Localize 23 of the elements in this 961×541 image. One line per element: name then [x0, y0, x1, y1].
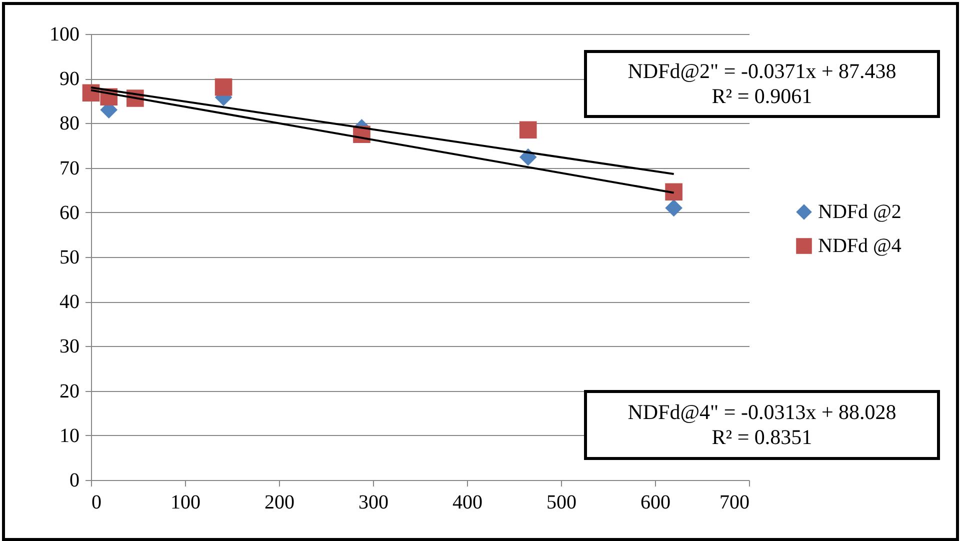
y-tick-label: 30: [60, 336, 80, 358]
y-tick-label: 70: [60, 157, 80, 180]
x-tick-label: 200: [264, 492, 294, 514]
y-tick-label: 40: [60, 291, 80, 314]
legend-label: NDFd @4: [818, 235, 902, 257]
y-tick-label: 50: [60, 246, 80, 268]
x-tick-label: 700: [720, 492, 750, 514]
x-tick-label: 300: [358, 492, 388, 514]
x-tick-label: 0: [92, 492, 102, 514]
legend-label: NDFd @2: [818, 201, 902, 223]
equation-box: NDFd@4" = -0.0313x + 88.028 R² = 0.8351: [584, 390, 940, 460]
x-tick-label: 400: [452, 492, 482, 514]
y-tick-label: 10: [60, 424, 80, 447]
y-tick-label: 60: [60, 202, 80, 224]
y-tick-label: 0: [70, 470, 80, 492]
x-tick-label: 500: [546, 492, 576, 514]
x-tick-label: 600: [640, 492, 670, 514]
x-tick-label: 100: [170, 492, 200, 514]
y-tick-label: 80: [60, 112, 80, 135]
y-tick-label: 90: [60, 68, 80, 90]
equation-box: NDFd@2" = -0.0371x + 87.438 R² = 0.9061: [584, 50, 940, 118]
y-tick-label: 100: [50, 24, 80, 46]
y-tick-label: 20: [60, 380, 80, 402]
